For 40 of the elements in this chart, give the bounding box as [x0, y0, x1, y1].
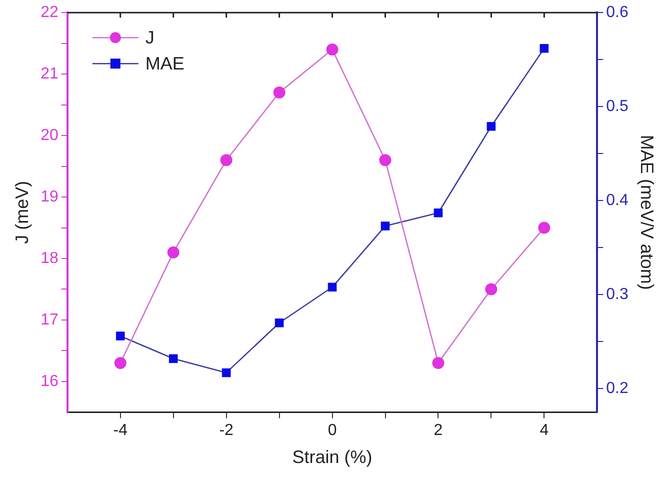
- legend-label: MAE: [145, 54, 184, 74]
- point: [273, 86, 286, 99]
- point: [328, 282, 337, 292]
- x-tick-label: 4: [540, 422, 549, 440]
- point: [114, 357, 126, 370]
- point: [380, 222, 390, 230]
- y2-tick-label: 0.5: [606, 98, 628, 116]
- y-tick-label: 17: [40, 311, 58, 328]
- point: [379, 154, 392, 166]
- y-tick-label: 21: [40, 65, 58, 82]
- point: [274, 318, 284, 328]
- y-tick-label: 20: [40, 126, 58, 144]
- point: [168, 354, 178, 363]
- y2-tick-label: 0.2: [606, 380, 628, 398]
- x-tick-label: 2: [434, 422, 443, 440]
- point: [222, 368, 231, 378]
- point: [116, 332, 125, 340]
- point: [486, 122, 496, 131]
- x-axis-title: Strain (%): [292, 447, 372, 468]
- point: [485, 283, 498, 296]
- y2-tick-label: 0.4: [606, 192, 628, 210]
- y-tick-label: 22: [40, 4, 58, 22]
- y-tick-label: 18: [40, 250, 58, 267]
- point: [540, 44, 549, 53]
- y2-tick-label: 0.3: [606, 286, 628, 304]
- x-tick-label: -2: [219, 422, 234, 440]
- point: [220, 154, 232, 166]
- x-tick-label: 0: [328, 422, 337, 440]
- legend-label: J: [145, 28, 154, 48]
- y-tick-label: 19: [40, 188, 58, 206]
- y2-axis-title: MAE (meV/V atom): [637, 134, 658, 290]
- point: [167, 246, 180, 258]
- point: [434, 208, 443, 218]
- y-axis-title: J (meV): [12, 180, 32, 244]
- x-tick-label: -4: [113, 422, 128, 440]
- point: [326, 43, 338, 56]
- y2-tick-label: 0.6: [606, 4, 628, 22]
- y-tick-label: 16: [40, 372, 58, 390]
- point: [432, 357, 444, 370]
- point: [538, 222, 550, 234]
